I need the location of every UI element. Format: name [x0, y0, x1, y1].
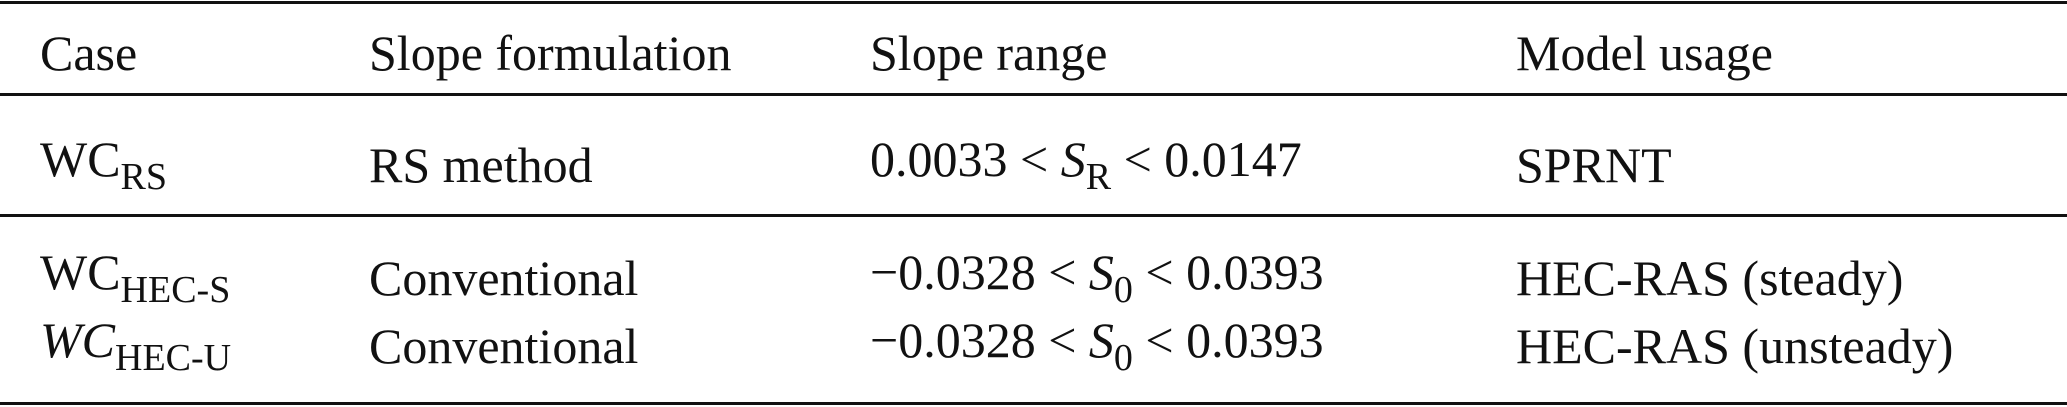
table-cell: −0.0328 < S0 < 0.0393: [870, 247, 1324, 309]
header-cell: Case: [40, 25, 138, 81]
subscript: 0: [1113, 269, 1133, 312]
cell-text: WC: [40, 130, 121, 187]
subscript: RS: [120, 156, 168, 199]
top-rule: [0, 1, 2067, 4]
cell-text: < 0.0147: [1111, 130, 1302, 187]
table-cell: HEC-RAS (steady): [1516, 253, 1903, 303]
subscript: HEC-S: [120, 269, 231, 312]
table-cell: WCRS: [40, 134, 167, 196]
table-cell: RS method: [369, 140, 593, 190]
header-cell: Slope formulation: [369, 25, 732, 81]
table-cell: HEC-RAS (unsteady): [1516, 321, 1953, 371]
table-cell: WCHEC-S: [40, 247, 230, 309]
cell-text: < 0.0393: [1132, 243, 1324, 300]
subscript: R: [1085, 156, 1112, 199]
cell-text: HEC-RAS (steady): [1516, 250, 1904, 306]
cell-text: S: [1060, 130, 1086, 187]
bottom-rule: [0, 402, 2067, 405]
table-cell: −0.0328 < S0 < 0.0393: [870, 315, 1324, 377]
header-cell: Model usage: [1516, 25, 1773, 81]
cell-text: Conventional: [369, 318, 639, 374]
table-cell: Conventional: [369, 321, 638, 371]
cell-text: Conventional: [369, 250, 639, 306]
subscript: 0: [1113, 337, 1133, 380]
table-cell: 0.0033 < SR < 0.0147: [870, 134, 1302, 196]
cell-text: WC: [40, 243, 121, 300]
cell-text: S: [1088, 311, 1114, 368]
cell-text: S: [1088, 243, 1114, 300]
group-rule: [0, 214, 2067, 217]
header-rule: [0, 93, 2067, 96]
table-cell: SPRNT: [1516, 140, 1672, 190]
table-cell: WCHEC-U: [40, 315, 231, 377]
cell-text: WC: [40, 311, 115, 368]
table-cell: Conventional: [369, 253, 638, 303]
cell-text: 0.0033 <: [870, 130, 1061, 187]
cell-text: −0.0328 <: [870, 243, 1089, 300]
cell-text: SPRNT: [1516, 137, 1672, 193]
cell-text: < 0.0393: [1132, 311, 1324, 368]
subscript: HEC-U: [115, 337, 232, 380]
header-cell: Slope range: [870, 25, 1108, 81]
cell-text: RS method: [369, 137, 593, 193]
cell-text: HEC-RAS (unsteady): [1516, 318, 1954, 374]
cell-text: −0.0328 <: [870, 311, 1089, 368]
